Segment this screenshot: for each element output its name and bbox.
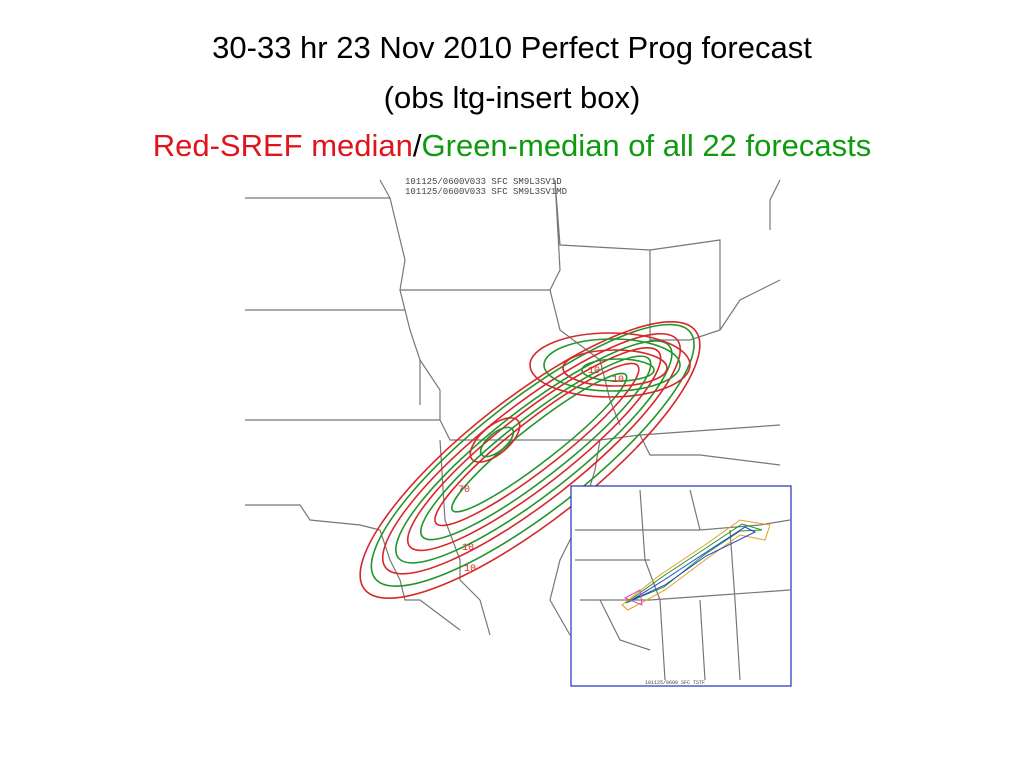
contour-label: 10 — [588, 366, 600, 377]
legend-green: Green-median of all 22 forecasts — [421, 128, 872, 163]
contour-label: 70 — [458, 485, 470, 496]
contour-label: 10 — [464, 564, 476, 575]
title-line-1: 30-33 hr 23 Nov 2010 Perfect Prog foreca… — [212, 30, 812, 65]
inset-caption: 101125/0600 SFC TSTF — [645, 680, 705, 686]
title-line-2: (obs ltg-insert box) — [383, 80, 641, 115]
map-header: 101125/0600V033 SFC SM9L3SV1MD — [405, 187, 567, 197]
contour-label: 10 — [612, 375, 624, 386]
title-line-3: Red-SREF median/Green-median of all 22 f… — [0, 128, 1024, 164]
legend-red: Red-SREF median — [152, 128, 413, 163]
separator: / — [412, 128, 422, 163]
contours — [359, 320, 701, 600]
contour-label: 10 — [462, 543, 474, 554]
map-header: 101125/0600V033 SFC SM9L3SV1D — [405, 177, 562, 187]
inset: 101125/0600 SFC TSTF — [570, 485, 792, 687]
